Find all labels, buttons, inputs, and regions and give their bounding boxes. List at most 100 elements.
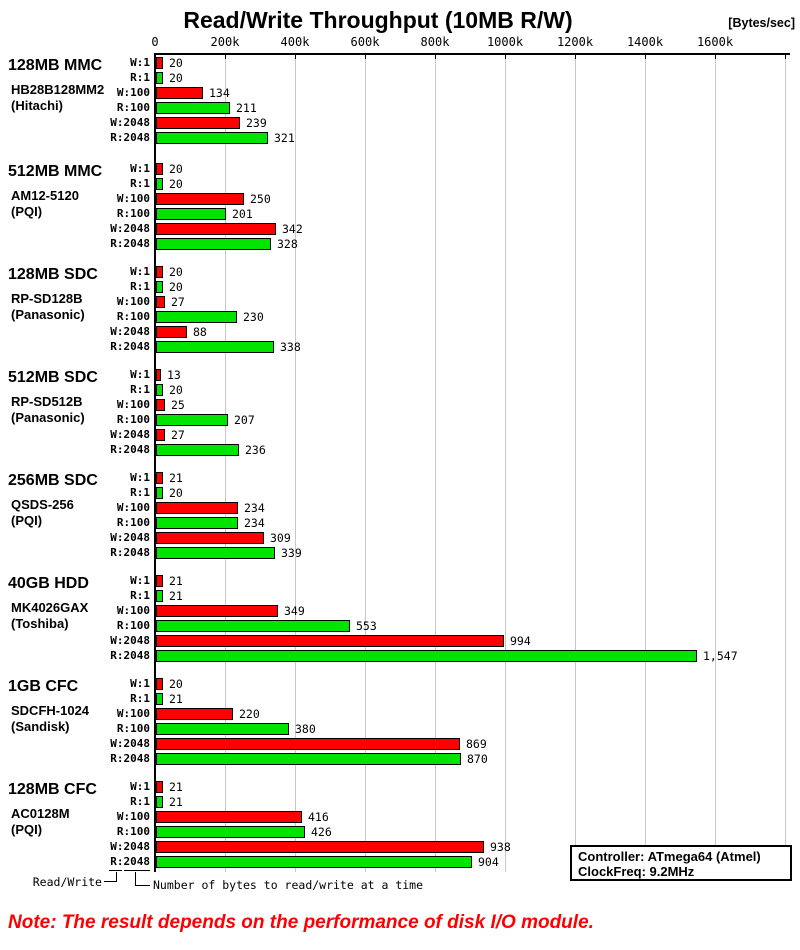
bar-read [156,723,289,735]
row-label: R:1 [130,795,150,808]
axis-tick [295,55,296,59]
axis-unit-label: [Bytes/sec] [728,16,795,30]
row-label: R:2048 [110,131,150,144]
gridline [575,55,576,872]
footnote: Note: The result depends on the performa… [8,912,594,933]
bar-write [156,429,165,441]
bar-write [156,326,187,338]
axis-tick-label: 400k [280,35,310,49]
bar-value-label: 553 [356,619,377,633]
bar-value-label: 21 [169,795,183,809]
group-maker-label: (PQI) [11,204,43,219]
row-label: R:100 [116,516,150,529]
row-label: R:100 [116,619,150,632]
row-label: W:1 [130,574,150,587]
bar-write [156,708,233,720]
group-model-label: RP-SD512B [11,394,83,409]
bar-read [156,590,163,602]
bar-write [156,532,264,544]
bar-read [156,650,697,662]
bar-read [156,178,163,190]
group-name-label: 128MB SDC [8,266,98,283]
x-axis-line [154,53,790,55]
group-maker-label: (Hitachi) [11,98,63,113]
bar-write [156,811,302,823]
row-label: W:1 [130,471,150,484]
bar-value-label: 201 [232,207,253,221]
row-label: W:1 [130,368,150,381]
gridline [365,55,366,872]
group-model-label: HB28B128MM2 [11,82,105,97]
row-label: W:2048 [110,737,150,750]
row-label: R:2048 [110,649,150,662]
bar-value-label: 88 [193,325,207,339]
bar-value-label: 870 [467,752,488,766]
row-label: W:1 [130,265,150,278]
y-axis-line [154,53,156,872]
row-label: W:2048 [110,840,150,853]
row-label: W:100 [116,501,150,514]
row-label: W:100 [116,810,150,823]
group-maker-label: (PQI) [11,822,43,837]
axis-tick [365,55,366,59]
bar-read [156,102,230,114]
group-name-label: 1GB CFC [8,678,79,695]
bar-value-label: 20 [169,56,183,70]
legend-controller-line: Controller: ATmega64 (Atmel) [578,849,761,864]
row-label: W:2048 [110,116,150,129]
row-label: W:2048 [110,222,150,235]
bar-write [156,635,504,647]
row-label: W:100 [116,86,150,99]
group-maker-label: (Toshiba) [11,616,69,631]
gridline [435,55,436,872]
bar-write [156,193,244,205]
bar-value-label: 938 [490,840,511,854]
bar-read [156,311,237,323]
group-name-label: 512MB MMC [8,163,103,180]
row-label: R:100 [116,310,150,323]
row-label: W:100 [116,604,150,617]
bar-value-label: 25 [171,398,185,412]
bar-write [156,841,484,853]
row-label: W:100 [116,707,150,720]
bar-read [156,238,271,250]
group-model-label: RP-SD128B [11,291,83,306]
bar-value-label: 211 [236,101,257,115]
bar-value-label: 239 [246,116,267,130]
axis-tick-label: 1000k [486,35,524,49]
gridline [295,55,296,872]
row-label: R:1 [130,280,150,293]
gridline [785,55,786,872]
bar-value-label: 21 [169,780,183,794]
bar-read [156,517,238,529]
bar-read [156,753,461,765]
bar-write [156,296,165,308]
axis-tick-label: 200k [210,35,240,49]
group-name-label: 40GB HDD [8,575,89,592]
bar-value-label: 21 [169,574,183,588]
group-model-label: SDCFH-1024 [11,703,90,718]
axis-tick [715,55,716,59]
axis-tick-label: 600k [350,35,380,49]
axis-tick-label: 0 [151,35,159,49]
row-label: W:2048 [110,325,150,338]
bar-value-label: 13 [167,368,181,382]
bar-value-label: 20 [169,280,183,294]
axis-tick [225,55,226,59]
bar-value-label: 21 [169,589,183,603]
bar-write [156,738,460,750]
bar-read [156,620,350,632]
bar-value-label: 236 [245,443,266,457]
row-label: R:2048 [110,752,150,765]
bar-read [156,547,275,559]
row-label: W:2048 [110,531,150,544]
annotation-bracket-rw [104,872,117,882]
row-label: W:100 [116,398,150,411]
row-label: R:1 [130,71,150,84]
bar-read [156,796,163,808]
axis-tick [505,55,506,59]
row-label: W:1 [130,56,150,69]
bar-value-label: 20 [169,383,183,397]
annotation-read-write: Read/Write [32,875,102,889]
group-maker-label: (PQI) [11,513,43,528]
